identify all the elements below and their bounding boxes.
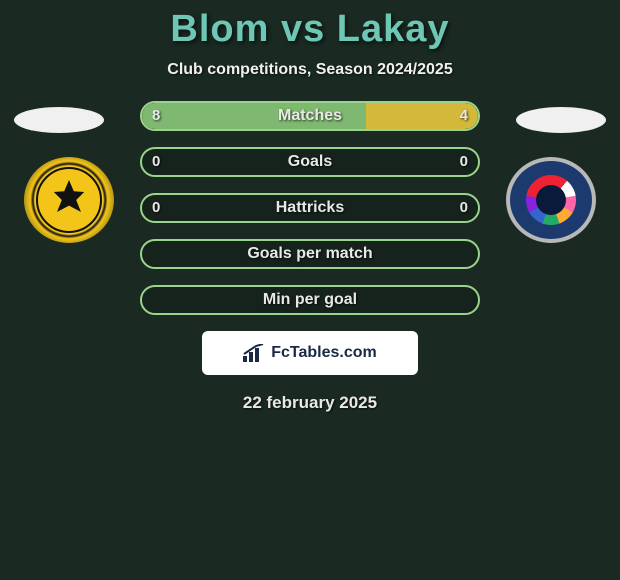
subtitle: Club competitions, Season 2024/2025 bbox=[0, 61, 620, 79]
stat-value-left: 8 bbox=[152, 103, 160, 129]
date-label: 22 february 2025 bbox=[0, 393, 620, 413]
chart-icon bbox=[243, 344, 265, 362]
stat-label: Goals bbox=[142, 149, 478, 175]
stat-label: Matches bbox=[142, 103, 478, 129]
stat-label: Hattricks bbox=[142, 195, 478, 221]
attribution-text: FcTables.com bbox=[271, 344, 377, 362]
stat-row: Hattricks0 0 bbox=[140, 193, 480, 223]
stat-value-left: 0 bbox=[152, 149, 160, 175]
stat-value-right: 0 bbox=[460, 149, 468, 175]
stat-value-right: 0 bbox=[460, 195, 468, 221]
attribution-badge: FcTables.com bbox=[202, 331, 418, 375]
stat-value-right: 4 bbox=[460, 103, 468, 129]
team-logo-right bbox=[506, 157, 596, 243]
stat-label: Goals per match bbox=[142, 241, 478, 267]
stat-value-left: 0 bbox=[152, 195, 160, 221]
stat-row: Min per goal bbox=[140, 285, 480, 315]
comparison-panel: Matches84Goals00Hattricks00Goals per mat… bbox=[0, 101, 620, 413]
stat-row: Matches8 4 bbox=[140, 101, 480, 131]
team-logo-left bbox=[24, 157, 114, 243]
stats-bars: Matches84Goals00Hattricks00Goals per mat… bbox=[140, 101, 480, 315]
stat-label: Min per goal bbox=[142, 287, 478, 313]
page-title: Blom vs Lakay bbox=[0, 0, 620, 51]
player-silhouette-right bbox=[516, 107, 606, 133]
stat-row: Goals per match bbox=[140, 239, 480, 269]
player-silhouette-left bbox=[14, 107, 104, 133]
stat-row: Goals0 0 bbox=[140, 147, 480, 177]
